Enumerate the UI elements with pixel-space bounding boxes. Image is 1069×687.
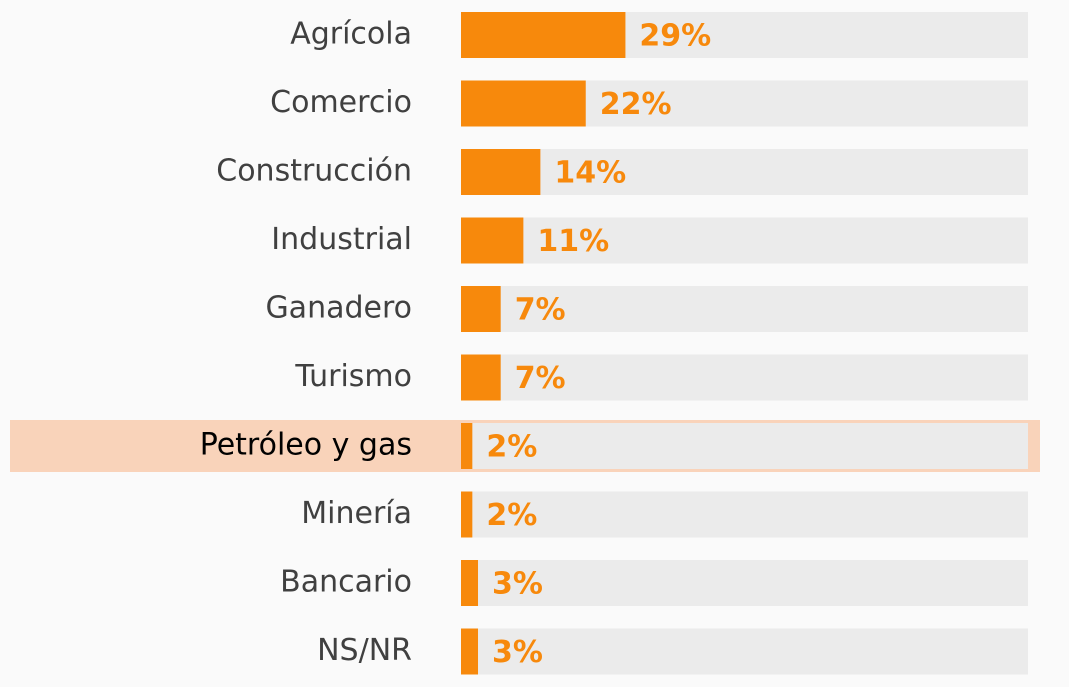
category-label: Ganadero — [265, 291, 412, 326]
category-label: NS/NR — [317, 633, 412, 668]
bar — [461, 491, 473, 538]
value-label: 2% — [486, 430, 537, 465]
bar — [461, 423, 473, 469]
category-label: Minería — [301, 496, 412, 531]
value-label: 22% — [600, 87, 672, 122]
bar-track — [461, 423, 1028, 469]
category-label: Bancario — [280, 565, 412, 600]
category-label: Turismo — [294, 359, 412, 394]
value-label: 2% — [486, 498, 537, 533]
value-label: 7% — [515, 361, 566, 396]
category-label: Construcción — [216, 154, 412, 189]
bar — [461, 560, 479, 606]
bar — [461, 149, 541, 195]
bar-track — [461, 286, 1028, 332]
bar — [461, 12, 626, 58]
category-label: Agrícola — [290, 17, 412, 52]
bar — [461, 80, 586, 127]
bar — [461, 628, 479, 675]
value-label: 11% — [537, 224, 609, 259]
value-label: 29% — [639, 19, 711, 54]
value-label: 7% — [515, 293, 566, 328]
category-label: Comercio — [270, 85, 412, 120]
bar-track — [461, 217, 1028, 264]
value-label: 3% — [492, 567, 543, 602]
bar-track — [461, 354, 1028, 401]
bar — [461, 286, 501, 332]
bar — [461, 217, 524, 264]
bar-track — [461, 149, 1028, 195]
category-label: Petróleo y gas — [200, 428, 412, 463]
bar-track — [461, 560, 1028, 606]
bar — [461, 354, 501, 401]
category-label: Industrial — [271, 222, 412, 257]
bar-track — [461, 491, 1028, 538]
bar-track — [461, 628, 1028, 675]
value-label: 3% — [492, 635, 543, 670]
value-label: 14% — [554, 156, 626, 191]
